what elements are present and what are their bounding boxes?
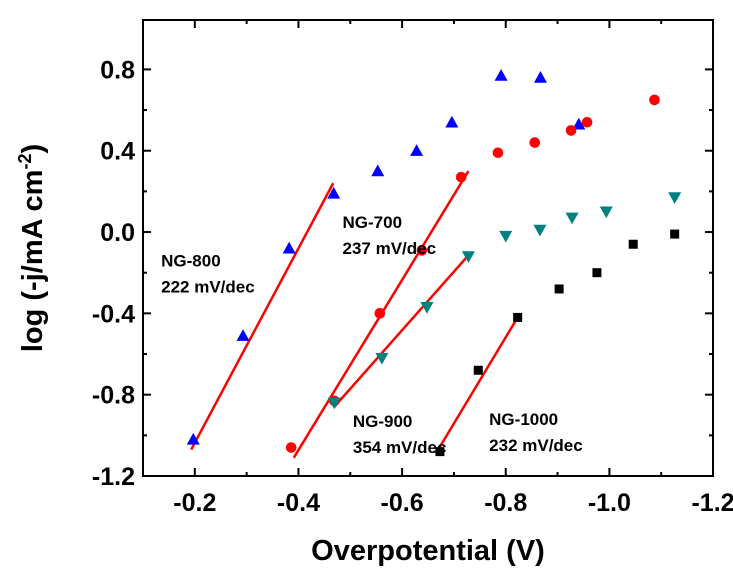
data-point [282,241,296,254]
data-point [473,365,483,375]
data-points [186,68,682,457]
annotation-label: NG-900 [353,412,413,431]
data-point [670,229,680,239]
data-point [461,251,475,263]
y-axis-title: log (-j/mA cm-2) [15,144,49,352]
annotation-label: NG-700 [343,213,403,232]
data-point [375,352,389,365]
y-tick-label: -1.2 [92,463,135,491]
x-tick-label: -0.8 [484,489,527,517]
data-point [592,268,602,278]
data-point [455,171,467,183]
fit-line [333,255,469,408]
y-tick-label: -0.4 [92,300,135,328]
data-point [416,245,428,256]
annotation-slope: 354 mV/dec [353,438,447,457]
data-point [628,239,638,249]
data-point [668,192,682,204]
fit-line [434,316,519,455]
fit-lines [190,170,519,459]
data-point [374,308,386,319]
data-point [565,125,577,136]
annotation-label: NG-800 [161,252,221,271]
data-point [410,144,424,156]
y-tick-labels: -1.2 -0.8 -0.4 0.0 0.4 0.8 [92,56,135,491]
data-point [581,116,593,128]
y-axis-title-main: log (-j/mA cm [17,170,49,353]
annotation-slope: 237 mV/dec [343,239,437,258]
data-point [513,312,523,322]
x-tick-label: -1.0 [588,489,631,517]
annotation-slope: 222 mV/dec [161,278,255,297]
data-point [435,447,445,457]
y-tick-label: 0.8 [100,56,135,84]
y-tick-label: 0.4 [100,138,135,166]
y-axis-title-superscript: -2 [15,154,35,170]
data-point [499,230,513,243]
annotation-label: NG-1000 [489,410,558,429]
x-tick-label: -1.2 [691,489,733,517]
y-axis-title-close: ) [17,144,49,154]
data-point [236,329,250,341]
data-point [327,186,341,199]
data-point [572,117,586,130]
data-point [327,397,341,410]
slope-annotations: NG-800 222 mV/dec NG-700 237 mV/dec NG-900 35… [161,213,583,457]
data-point [186,432,200,445]
plot-frame [142,19,714,477]
data-point [420,302,434,314]
x-tick-label: -0.2 [173,489,216,517]
data-point [529,137,541,148]
x-tick-label: -0.6 [381,489,424,517]
data-point [371,164,385,177]
x-tick-labels: -0.2 -0.4 -0.6 -0.8 -1.0 -1.2 [173,489,733,517]
fit-line [190,182,335,451]
data-point [565,212,579,225]
x-axis-title: Overpotential (V) [311,535,545,567]
data-point [649,94,660,106]
data-point [533,71,547,83]
y-tick-label: -0.8 [92,382,135,410]
y-tick-label: 0.0 [100,219,135,247]
data-point [445,115,459,128]
data-point [533,224,547,237]
x-tick-label: -0.4 [277,489,320,517]
data-point [492,147,504,159]
axis-ticks [143,20,715,477]
data-point [285,442,297,453]
data-point [554,284,564,294]
data-point [494,68,508,81]
data-point [599,206,613,219]
annotation-slope: 232 mV/dec [489,436,583,455]
